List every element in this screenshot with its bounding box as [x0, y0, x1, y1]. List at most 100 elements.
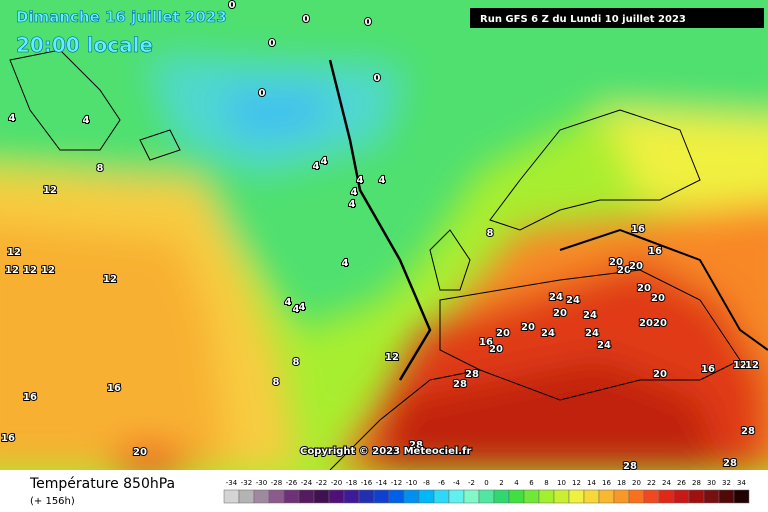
colorbar-label: -16	[361, 479, 373, 487]
colorbar-swatch	[523, 489, 540, 504]
contour-label: 4	[321, 156, 328, 167]
colorbar-swatch	[478, 489, 495, 504]
colorbar-label: -10	[406, 479, 417, 487]
colorbar-swatch	[238, 489, 255, 504]
colorbar-swatch	[463, 489, 480, 504]
contour-label: 12	[103, 274, 117, 285]
contour-label: 20	[553, 308, 567, 319]
colorbar-swatch	[223, 489, 240, 504]
colorbar-label: -28	[271, 479, 282, 487]
coastlines	[9, 49, 741, 471]
contour-label: 28	[453, 379, 467, 390]
contour-label: 12	[23, 265, 37, 276]
run-label: Run GFS 6 Z du Lundi 10 juillet 2023	[480, 14, 686, 25]
colorbar-label: -20	[331, 479, 342, 487]
contour-label: 28	[741, 426, 755, 437]
colorbar-label: -2	[468, 479, 475, 487]
contour-label: 20	[651, 293, 665, 304]
contour-label: 4	[83, 115, 90, 126]
contour-label: 20	[496, 328, 510, 339]
contour-label: 28	[465, 369, 479, 380]
colorbar-label: 0	[484, 479, 488, 487]
footer-lead: (+ 156h)	[30, 496, 75, 507]
contour-label: 20	[489, 344, 503, 355]
contour-label: 12	[41, 265, 55, 276]
colorbar-swatch	[343, 489, 360, 504]
contour-label: 4	[351, 187, 358, 198]
colorbar-swatch	[448, 489, 465, 504]
contour-label: 12	[745, 360, 759, 371]
colorbar-label: 20	[632, 479, 641, 487]
colorbar-label: 10	[557, 479, 566, 487]
contour-label: 0	[303, 14, 310, 25]
contour-label: 28	[723, 458, 737, 469]
run-box	[470, 8, 764, 28]
colorbar-label: 8	[544, 479, 548, 487]
colorbar-label: 4	[514, 479, 519, 487]
contour-label: 0	[374, 73, 381, 84]
colorbar-label: -18	[346, 479, 357, 487]
contour-label: 0	[269, 38, 276, 49]
colorbar-label: 12	[572, 479, 581, 487]
contour-label: 16	[701, 364, 715, 375]
contour-label: 20	[609, 257, 623, 268]
temperature-field	[0, 0, 768, 478]
colorbar-label: 26	[677, 479, 686, 487]
colorbar-swatch	[508, 489, 525, 504]
colorbar-swatch	[688, 489, 705, 504]
colorbar-swatch	[718, 489, 735, 504]
contour-label: 12	[733, 360, 747, 371]
colorbar-label: 16	[602, 479, 611, 487]
colorbar-label: -30	[256, 479, 267, 487]
colorbar-swatch	[418, 489, 435, 504]
colorbar-swatch	[598, 489, 615, 504]
copyright: Copyright © 2023 Meteociel.fr	[300, 446, 471, 457]
colorbar-label: 30	[707, 479, 716, 487]
colorbar-label: -8	[423, 479, 430, 487]
contour-label: 12	[5, 265, 19, 276]
colorbar-swatch	[358, 489, 375, 504]
colorbar-swatch	[328, 489, 345, 504]
contour-label: 20	[653, 318, 667, 329]
colorbar-swatch	[658, 489, 675, 504]
colorbar: -34 -32 -30 -28 -26 -24 -22 -20 -18 -16 -14 -12 -10-…	[223, 479, 750, 504]
contour-label: 16	[23, 392, 37, 403]
contour-label: 24	[583, 310, 597, 321]
colorbar-label: -22	[316, 479, 327, 487]
contour-label: 0	[259, 88, 266, 99]
contour-label: 4	[379, 175, 386, 186]
footer-title: Température 850hPa	[29, 476, 175, 492]
contour-label: 24	[541, 328, 555, 339]
contour-label: 8	[273, 377, 280, 388]
contour-label: 4	[357, 175, 364, 186]
colorbar-swatch	[643, 489, 660, 504]
colorbar-swatch	[298, 489, 315, 504]
colorbar-label: -26	[286, 479, 298, 487]
contour-label: 8	[293, 357, 300, 368]
contour-label: 16	[631, 224, 645, 235]
colorbar-label: -14	[376, 479, 388, 487]
contour-label: 24	[549, 292, 563, 303]
contour-label: 8	[97, 163, 104, 174]
colorbar-label: -12	[391, 479, 402, 487]
contour-label: 12	[43, 185, 57, 196]
colorbar-swatch	[733, 489, 750, 504]
colorbar-swatch	[283, 489, 300, 504]
contour-label: 28	[623, 461, 637, 472]
colorbar-swatch	[568, 489, 585, 504]
colorbar-swatch	[433, 489, 450, 504]
colorbar-label: -6	[438, 479, 446, 487]
colorbar-label: 14	[587, 479, 596, 487]
contour-label: 28	[409, 440, 423, 451]
colorbar-swatch	[583, 489, 600, 504]
colorbar-swatch	[253, 489, 270, 504]
colorbar-swatch	[403, 489, 420, 504]
contour-label: 20	[629, 261, 643, 272]
colorbar-swatch	[373, 489, 390, 504]
time-label: 20:00 locale	[16, 33, 153, 57]
colorbar-label: 34	[737, 479, 746, 487]
colorbar-label: -24	[301, 479, 313, 487]
colorbar-swatch	[313, 489, 330, 504]
